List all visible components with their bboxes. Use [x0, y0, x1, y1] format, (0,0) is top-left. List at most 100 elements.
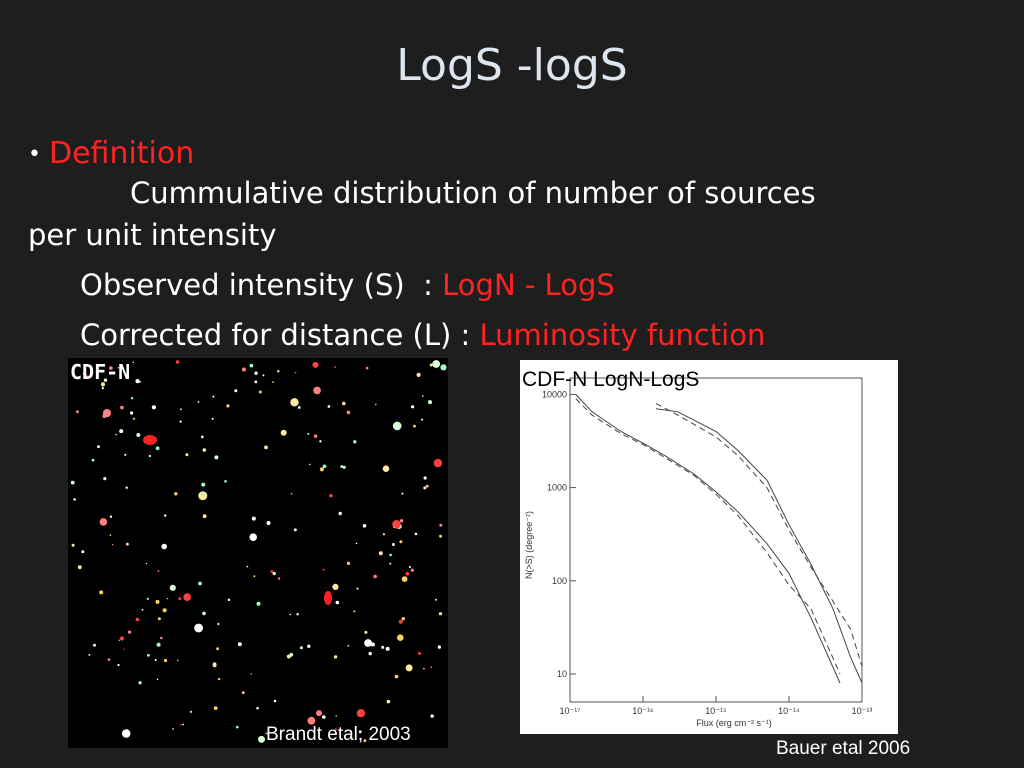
star	[333, 655, 338, 659]
plot-label: CDF-N LogN-LogS	[522, 368, 700, 391]
star	[198, 581, 202, 586]
star	[155, 446, 160, 451]
star	[183, 593, 192, 601]
star	[136, 433, 141, 437]
star	[262, 374, 265, 377]
star	[177, 659, 179, 662]
star	[353, 440, 357, 444]
star	[148, 454, 151, 458]
star	[430, 666, 433, 669]
star	[413, 424, 416, 428]
star	[312, 361, 319, 368]
star	[82, 372, 85, 375]
star	[329, 494, 333, 498]
star	[146, 597, 149, 600]
star	[121, 729, 131, 738]
star	[97, 445, 100, 449]
star	[179, 724, 182, 726]
star	[368, 651, 372, 656]
star	[99, 590, 104, 595]
definition-text-line1: Cummulative distribution of number of so…	[130, 176, 816, 210]
star	[373, 574, 377, 579]
star	[378, 551, 383, 556]
star	[101, 387, 104, 390]
star	[166, 597, 169, 600]
star	[270, 570, 274, 573]
star	[334, 366, 336, 368]
star	[410, 568, 414, 572]
star	[322, 715, 326, 719]
star	[423, 486, 427, 490]
star	[382, 533, 385, 536]
star	[327, 405, 331, 408]
plot-svg: Flux (erg cm⁻² s⁻¹) N(>S) (degree⁻²) 10⁻…	[524, 377, 872, 728]
star	[392, 520, 401, 529]
star	[119, 429, 124, 434]
observed-intensity-text: Observed intensity (S) :	[80, 268, 443, 302]
star	[154, 659, 157, 661]
star	[401, 576, 408, 582]
star	[132, 417, 135, 420]
star	[107, 658, 111, 661]
star	[346, 561, 351, 565]
star	[179, 420, 182, 423]
star	[250, 673, 253, 675]
star	[277, 370, 280, 373]
star	[439, 523, 443, 527]
star	[130, 397, 134, 400]
star	[254, 380, 258, 384]
star	[438, 612, 443, 616]
star	[375, 403, 377, 406]
x-tick-label: 10⁻¹⁶	[632, 706, 654, 716]
star	[201, 482, 206, 487]
star	[299, 646, 303, 650]
star	[340, 465, 344, 468]
star	[309, 463, 311, 466]
extended-red-source	[324, 591, 332, 605]
star	[386, 699, 391, 704]
star	[356, 587, 359, 590]
star	[423, 667, 425, 670]
star	[155, 599, 160, 604]
star	[353, 610, 356, 613]
star	[202, 514, 207, 519]
star	[174, 492, 178, 496]
star	[401, 617, 405, 621]
star	[162, 608, 167, 613]
star	[109, 366, 113, 370]
star	[313, 386, 321, 395]
star	[307, 716, 316, 725]
star	[212, 663, 217, 668]
star	[234, 389, 238, 393]
star	[246, 565, 249, 568]
star	[125, 486, 128, 489]
bullet-symbol: •	[28, 142, 41, 167]
star	[319, 440, 322, 443]
star	[362, 524, 367, 528]
star	[394, 674, 399, 679]
star	[241, 367, 246, 372]
star	[280, 429, 287, 436]
star	[77, 565, 82, 570]
star	[358, 730, 362, 734]
star	[435, 598, 437, 601]
star	[408, 565, 411, 569]
star	[212, 395, 215, 398]
star	[202, 611, 206, 616]
star	[432, 360, 441, 368]
star	[138, 681, 142, 685]
star	[189, 710, 192, 713]
star	[342, 401, 346, 406]
star	[381, 645, 385, 649]
star	[391, 543, 395, 546]
star	[416, 372, 421, 377]
star	[249, 363, 254, 368]
star	[226, 404, 230, 408]
corrected-distance-line: Corrected for distance (L) : Luminosity …	[80, 318, 765, 352]
star	[126, 542, 129, 546]
star	[227, 598, 231, 602]
star	[76, 410, 79, 414]
star	[141, 608, 144, 611]
star	[100, 382, 106, 387]
x-tick-label: 10⁻¹⁵	[705, 706, 727, 716]
